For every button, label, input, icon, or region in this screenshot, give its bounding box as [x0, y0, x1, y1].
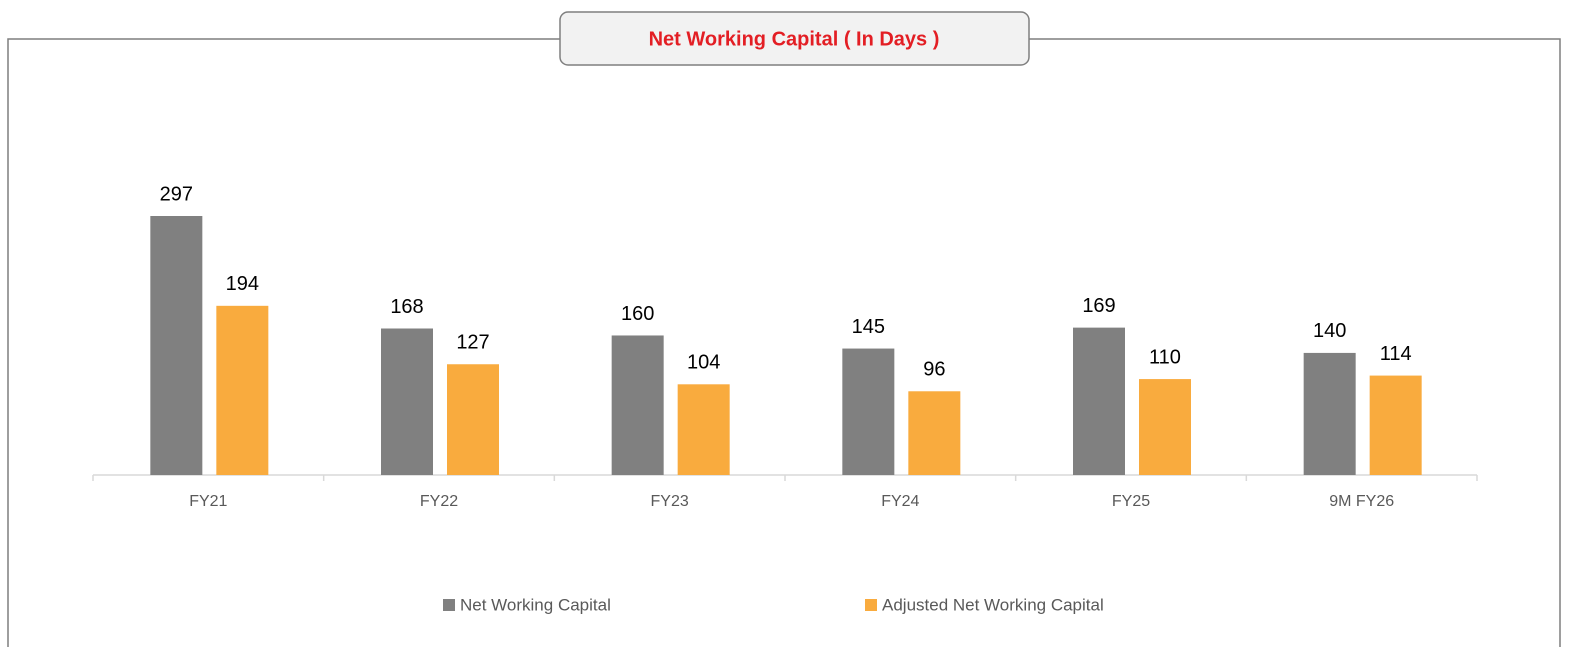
x-tick-label: FY22	[420, 493, 458, 510]
bar	[1073, 327, 1125, 475]
x-tick-label: 9M FY26	[1329, 493, 1394, 510]
bar	[447, 364, 499, 475]
legend-label: Net Working Capital	[460, 595, 611, 614]
bar	[1303, 352, 1356, 475]
data-label: 114	[1380, 343, 1412, 365]
data-label: 297	[160, 183, 193, 205]
data-label: 145	[852, 316, 885, 338]
bar	[611, 335, 664, 475]
data-label: 110	[1149, 346, 1181, 368]
bar	[216, 305, 269, 475]
data-label: 194	[226, 273, 259, 295]
title-box	[559, 11, 1030, 66]
data-label: 96	[923, 359, 945, 381]
frame	[7, 38, 1561, 647]
bar	[381, 328, 433, 475]
x-tick-label: FY23	[651, 493, 689, 510]
chart-title: Net Working Capital ( In Days )	[649, 28, 940, 50]
legend-label: Adjusted Net Working Capital	[882, 595, 1104, 614]
x-tick-label: FY25	[1112, 493, 1150, 510]
legend-swatch	[443, 599, 455, 611]
data-label: 104	[687, 352, 720, 374]
legend-swatch	[865, 599, 877, 611]
data-label: 160	[621, 303, 654, 325]
data-label: 140	[1313, 320, 1346, 342]
data-label: 127	[456, 332, 489, 354]
bar	[150, 216, 203, 475]
bar	[677, 384, 730, 475]
data-label: 168	[390, 296, 423, 318]
data-label: 169	[1082, 295, 1115, 317]
bar	[1139, 379, 1191, 475]
bar	[908, 391, 961, 475]
x-tick-label: FY24	[881, 493, 919, 510]
x-tick-label: FY21	[189, 493, 227, 510]
bar	[1369, 375, 1422, 475]
bar	[842, 348, 895, 475]
